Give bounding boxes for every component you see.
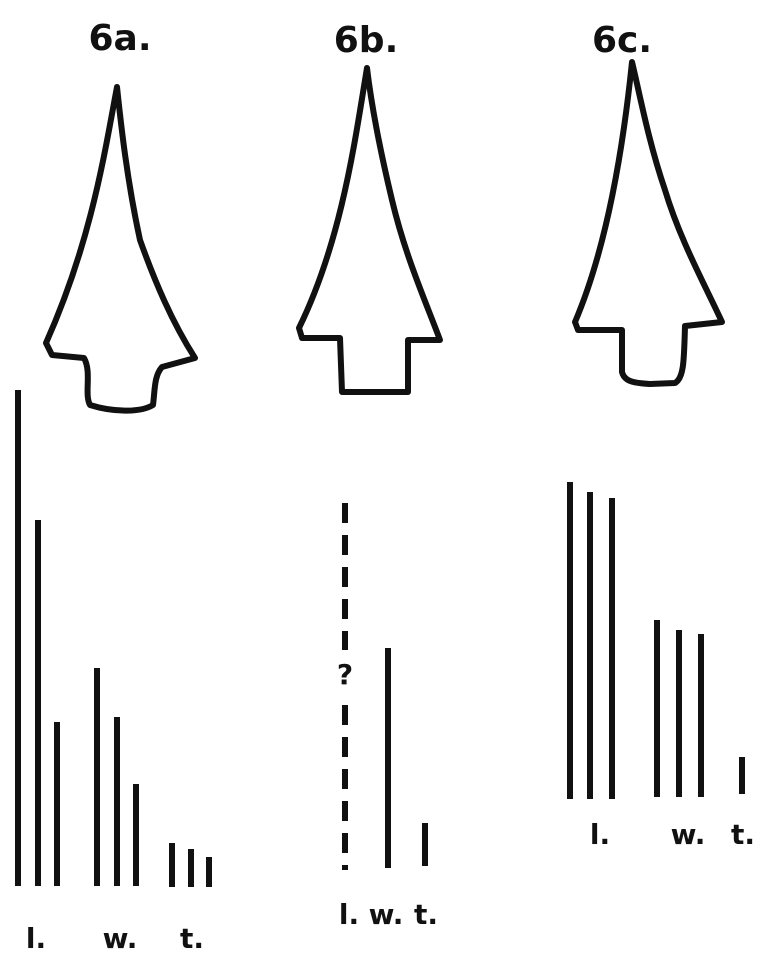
measure-label: w.	[671, 818, 706, 851]
measure-label: w.	[103, 922, 138, 955]
measure-bars	[18, 390, 209, 887]
measure-label: l.	[26, 922, 46, 955]
page: {"panels": [ {"label": "6a.", "measures"…	[0, 0, 762, 958]
panel-title: 6b.	[334, 20, 399, 61]
measure-label: t.	[731, 818, 755, 851]
panel-title: 6c.	[592, 20, 652, 61]
measure-label: w.	[369, 898, 404, 931]
measure-label: t.	[180, 922, 204, 955]
point-outline	[299, 68, 440, 392]
measure-label: t.	[414, 898, 438, 931]
point-outline	[46, 87, 195, 411]
panel-title: 6a.	[88, 18, 151, 59]
unknown-mark: ?	[337, 658, 353, 691]
measure-bars	[345, 503, 425, 870]
measure-label: l.	[590, 818, 610, 851]
measure-bars	[570, 482, 742, 799]
point-outline	[575, 62, 722, 384]
figure: 6a. 6b. 6c. ? l. w. t. l. w. t. l.	[0, 0, 762, 958]
measure-label: l.	[339, 898, 359, 931]
